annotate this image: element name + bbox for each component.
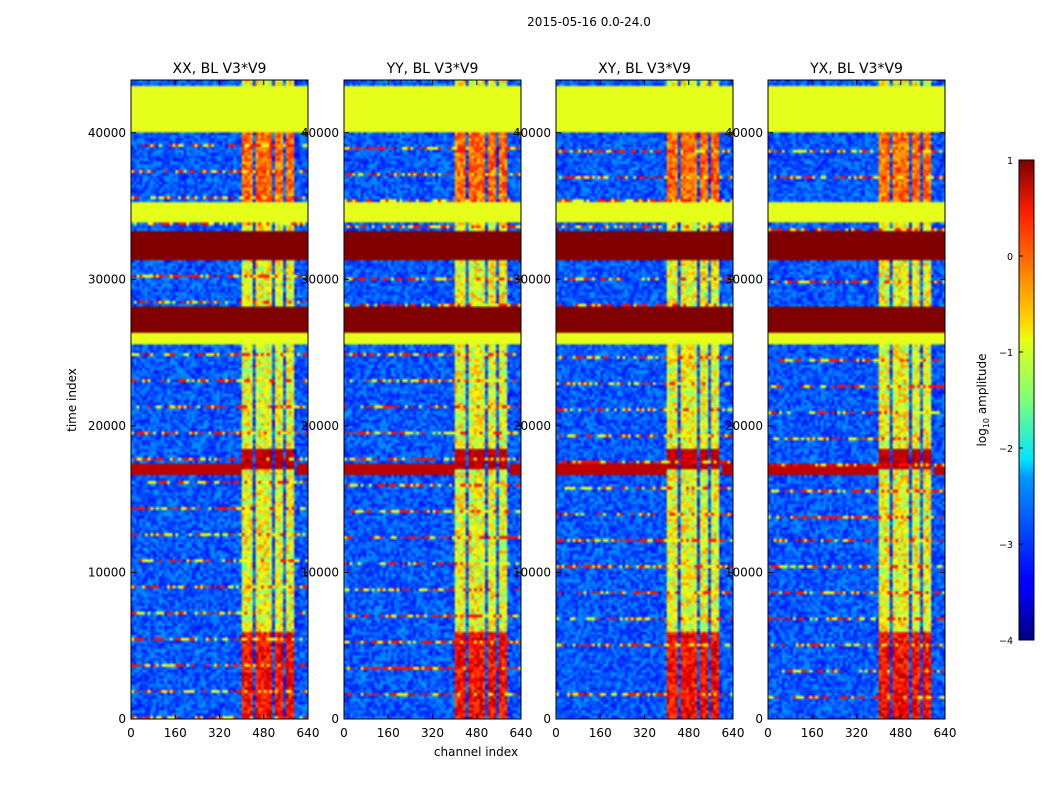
heatmap-image xyxy=(344,80,521,719)
colorbar-label: log10 amplitude xyxy=(975,354,991,447)
x-tick-label: 480 xyxy=(677,726,700,740)
colorbar-gradient xyxy=(1018,159,1035,641)
heatmap-image xyxy=(131,80,308,719)
y-tick-label: 20000 xyxy=(513,419,551,433)
y-tick-label: 10000 xyxy=(513,565,551,579)
y-tick-label: 0 xyxy=(331,712,339,726)
x-tick-label: 0 xyxy=(764,726,772,740)
colorbar-label-suffix: amplitude xyxy=(975,354,989,418)
panels-group: XX, BL V3*V9 0 160 320 480 640 0 10000 20000 3000… xyxy=(88,61,957,740)
y-tick-label: 30000 xyxy=(88,272,126,286)
x-tick-label: 480 xyxy=(889,726,912,740)
y-tick-label: 40000 xyxy=(88,126,126,140)
colorbar-tick-label: 0 xyxy=(1007,252,1013,263)
panel-yy: YY, BL V3*V9 0 160 320 480 640 0 10000 20000 3000… xyxy=(301,61,533,740)
panel-title: XX, BL V3*V9 xyxy=(173,61,267,77)
x-tick-label: 480 xyxy=(465,726,488,740)
x-tick-label: 160 xyxy=(801,726,824,740)
heatmap-image xyxy=(768,80,945,719)
heatmap-image xyxy=(556,80,733,719)
figure-suptitle: 2015-05-16 0.0-24.0 xyxy=(527,15,651,29)
x-axis-label: channel index xyxy=(434,745,518,759)
y-tick-label: 0 xyxy=(755,712,763,726)
x-tick-label: 320 xyxy=(208,726,231,740)
x-tick-label: 160 xyxy=(377,726,400,740)
x-tick-label: 0 xyxy=(552,726,560,740)
colorbar-label-sub: 10 xyxy=(982,418,991,428)
colorbar-tick-label: 1 xyxy=(1007,156,1013,167)
x-tick-label: 160 xyxy=(589,726,612,740)
y-tick-label: 40000 xyxy=(301,126,339,140)
x-tick-label: 640 xyxy=(297,726,320,740)
panel-xx: XX, BL V3*V9 0 160 320 480 640 0 10000 20000 3000… xyxy=(88,61,320,740)
x-tick-label: 640 xyxy=(934,726,957,740)
x-tick-label: 160 xyxy=(164,726,187,740)
y-tick-label: 20000 xyxy=(725,419,763,433)
colorbar-tick-label: −1 xyxy=(999,348,1013,359)
y-tick-label: 30000 xyxy=(513,272,551,286)
colorbar-ticks: 1 0 −1 −2 −3 −4 xyxy=(999,156,1023,647)
x-tick-label: 320 xyxy=(421,726,444,740)
panel-yx: YX, BL V3*V9 0 160 320 480 640 0 10000 20000 3000… xyxy=(725,61,957,740)
x-tick-label: 0 xyxy=(340,726,348,740)
panel-title: YY, BL V3*V9 xyxy=(386,61,479,77)
colorbar-tick-label: −3 xyxy=(999,540,1013,551)
colorbar-tick-label: −2 xyxy=(999,444,1013,455)
y-tick-label: 0 xyxy=(118,712,126,726)
panel-title: XY, BL V3*V9 xyxy=(598,61,691,77)
y-tick-label: 10000 xyxy=(725,565,763,579)
y-tick-label: 20000 xyxy=(88,419,126,433)
y-tick-label: 30000 xyxy=(725,272,763,286)
x-tick-label: 320 xyxy=(633,726,656,740)
panel-title: YX, BL V3*V9 xyxy=(809,61,903,77)
x-tick-label: 640 xyxy=(722,726,745,740)
y-tick-label: 20000 xyxy=(301,419,339,433)
y-tick-label: 10000 xyxy=(301,565,339,579)
y-tick-label: 40000 xyxy=(725,126,763,140)
x-tick-label: 480 xyxy=(252,726,275,740)
x-tick-label: 640 xyxy=(510,726,533,740)
panel-xy: XY, BL V3*V9 0 160 320 480 640 0 10000 20000 3000… xyxy=(513,61,745,740)
colorbar-label-log: log xyxy=(975,428,989,446)
y-axis-label: time index xyxy=(65,368,79,432)
x-tick-label: 320 xyxy=(845,726,868,740)
x-tick-label: 0 xyxy=(127,726,135,740)
colorbar-tick-label: −4 xyxy=(999,636,1013,647)
y-tick-label: 40000 xyxy=(513,126,551,140)
y-tick-label: 0 xyxy=(543,712,551,726)
y-tick-label: 30000 xyxy=(301,272,339,286)
y-tick-label: 10000 xyxy=(88,565,126,579)
colorbar: 10−1−2−3−4 log10 amplitude xyxy=(975,156,1035,647)
